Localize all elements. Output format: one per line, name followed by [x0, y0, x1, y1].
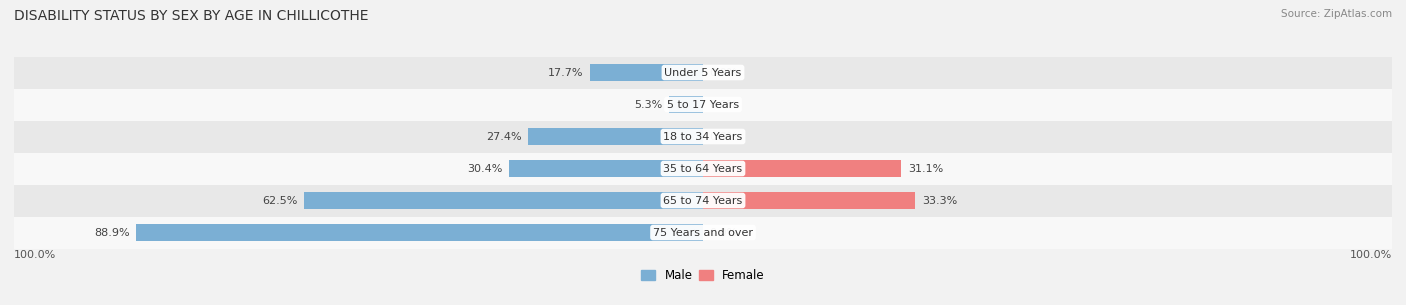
Text: 31.1%: 31.1% [908, 163, 943, 174]
Text: 0.0%: 0.0% [710, 67, 738, 77]
Bar [14, 185, 1392, 217]
Bar [509, 160, 703, 177]
Text: 5 to 17 Years: 5 to 17 Years [666, 99, 740, 109]
Text: 35 to 64 Years: 35 to 64 Years [664, 163, 742, 174]
Text: 33.3%: 33.3% [922, 196, 957, 206]
Text: 0.0%: 0.0% [710, 131, 738, 142]
Text: 88.9%: 88.9% [94, 228, 129, 238]
Text: 0.0%: 0.0% [710, 99, 738, 109]
Bar [669, 96, 703, 113]
Text: 18 to 34 Years: 18 to 34 Years [664, 131, 742, 142]
Legend: Male, Female: Male, Female [637, 265, 769, 287]
Text: 62.5%: 62.5% [263, 196, 298, 206]
Bar [14, 56, 1392, 88]
Text: 5.3%: 5.3% [634, 99, 662, 109]
Bar [14, 152, 1392, 185]
Bar [136, 224, 703, 241]
Bar [14, 120, 1392, 152]
Text: 0.0%: 0.0% [710, 228, 738, 238]
Text: 100.0%: 100.0% [1350, 250, 1392, 260]
Text: 17.7%: 17.7% [548, 67, 583, 77]
Text: 27.4%: 27.4% [486, 131, 522, 142]
Text: 65 to 74 Years: 65 to 74 Years [664, 196, 742, 206]
Text: 75 Years and over: 75 Years and over [652, 228, 754, 238]
Text: DISABILITY STATUS BY SEX BY AGE IN CHILLICOTHE: DISABILITY STATUS BY SEX BY AGE IN CHILL… [14, 9, 368, 23]
Text: Source: ZipAtlas.com: Source: ZipAtlas.com [1281, 9, 1392, 19]
Bar [529, 128, 703, 145]
Bar [304, 192, 703, 209]
Bar [591, 64, 703, 81]
Text: 100.0%: 100.0% [14, 250, 56, 260]
Bar [703, 192, 915, 209]
Text: Under 5 Years: Under 5 Years [665, 67, 741, 77]
Text: 30.4%: 30.4% [467, 163, 503, 174]
Bar [14, 88, 1392, 120]
Bar [703, 160, 901, 177]
Bar [14, 217, 1392, 249]
